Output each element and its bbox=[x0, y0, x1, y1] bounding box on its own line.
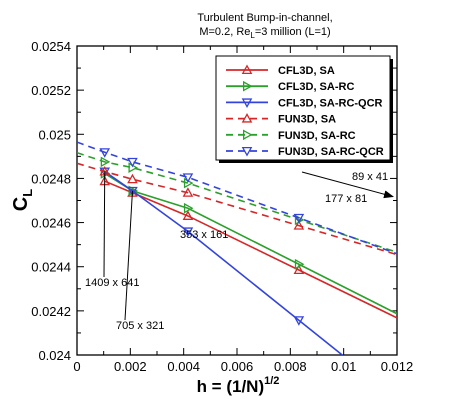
legend-item: CFL3D, SA-RC-QCR bbox=[226, 97, 383, 109]
legend-marker bbox=[242, 129, 253, 141]
legend-marker bbox=[241, 113, 253, 123]
y-axis-label: CL bbox=[10, 189, 35, 211]
x-tick-label: 0.008 bbox=[274, 359, 307, 374]
data-point bbox=[182, 227, 194, 237]
legend: CFL3D, SA CFL3D, SA-RC CFL3D, SA-RC-QCR FUN… bbox=[215, 55, 393, 163]
x-tick-label: 0 bbox=[73, 359, 80, 374]
legend-label: CFL3D, SA bbox=[278, 65, 335, 77]
data-point bbox=[127, 157, 138, 168]
y-tick-label: 0.0242 bbox=[31, 304, 71, 319]
data-point bbox=[294, 258, 305, 270]
legend-item: FUN3D, SA bbox=[226, 113, 336, 126]
axes: 0 0.002 0.004 0.006 0.008 0.01 0.012 0.024 0.024… bbox=[31, 39, 413, 374]
series-fun3d-sa-rc-qcr bbox=[77, 141, 397, 255]
series-line bbox=[77, 151, 397, 254]
legend-label: FUN3D, SA-RC-QCR bbox=[278, 146, 384, 158]
series-line bbox=[77, 162, 397, 256]
data-point bbox=[183, 202, 194, 214]
annotation-layer: 1409 x 641 705 x 321 353 x 161 177 x 81 89 x… bbox=[85, 171, 394, 332]
legend-marker bbox=[242, 80, 253, 92]
data-point bbox=[293, 264, 305, 275]
grid-size-annotation: 705 x 321 bbox=[116, 320, 164, 332]
legend-label: FUN3D, SA-RC bbox=[278, 130, 356, 142]
annotation-leader-line bbox=[124, 190, 133, 321]
x-tick-label: 0.002 bbox=[114, 359, 147, 374]
data-point bbox=[293, 220, 305, 230]
data-point bbox=[128, 185, 139, 197]
y-tick-label: 0.0254 bbox=[31, 39, 71, 54]
grid-size-annotation: 353 x 161 bbox=[180, 229, 228, 241]
x-tick-label: 0.006 bbox=[221, 359, 254, 374]
y-tick-label: 0.0246 bbox=[31, 216, 71, 231]
legend-marker bbox=[241, 98, 253, 108]
chart-title-line2: M=0.2, ReL=3 million (L=1) bbox=[199, 26, 330, 40]
series-line bbox=[104, 170, 344, 355]
x-tick-label: 0.004 bbox=[167, 359, 200, 374]
data-point bbox=[293, 213, 305, 224]
annotation-leader-line bbox=[103, 171, 106, 278]
y-tick-label: 0.0244 bbox=[31, 260, 71, 275]
data-point bbox=[127, 173, 138, 184]
x-tick-label: 0.01 bbox=[331, 359, 356, 374]
x-tick-label: 0.012 bbox=[381, 359, 414, 374]
legend-label: CFL3D, SA-RC bbox=[278, 81, 354, 93]
legend-item: FUN3D, SA-RC bbox=[226, 129, 356, 142]
data-point bbox=[182, 187, 194, 197]
legend-label: CFL3D, SA-RC-QCR bbox=[278, 97, 383, 109]
data-point bbox=[99, 148, 111, 158]
grid-size-annotation: 177 x 81 bbox=[325, 193, 367, 205]
chart-title-line1: Turbulent Bump-in-channel, bbox=[197, 12, 332, 24]
data-point bbox=[127, 186, 138, 197]
legend-label: FUN3D, SA bbox=[278, 114, 336, 126]
y-tick-label: 0.025 bbox=[38, 127, 71, 142]
legend-marker bbox=[241, 146, 253, 157]
data-point bbox=[182, 173, 194, 183]
series-line bbox=[77, 141, 397, 255]
y-tick-label: 0.024 bbox=[38, 348, 71, 363]
grid-size-annotation: 89 x 41 bbox=[352, 171, 388, 183]
annotation-leader-line bbox=[301, 171, 394, 199]
y-tick-label: 0.0248 bbox=[31, 171, 71, 186]
legend-item: FUN3D, SA-RC-QCR bbox=[226, 146, 384, 158]
x-axis-label: h = (1/N)1/2 bbox=[197, 375, 280, 396]
legend-item: CFL3D, SA bbox=[226, 64, 335, 77]
legend-marker bbox=[241, 64, 253, 75]
data-point bbox=[100, 156, 111, 168]
data-point bbox=[293, 316, 305, 326]
series-layer bbox=[77, 141, 397, 355]
series-line bbox=[104, 180, 397, 319]
data-point bbox=[182, 210, 194, 220]
legend-item: CFL3D, SA-RC bbox=[226, 80, 354, 93]
grid-size-annotation: 1409 x 641 bbox=[85, 277, 139, 289]
y-tick-label: 0.0252 bbox=[31, 83, 71, 98]
